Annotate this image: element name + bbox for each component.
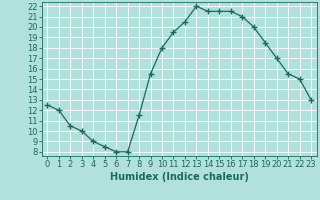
X-axis label: Humidex (Indice chaleur): Humidex (Indice chaleur) xyxy=(110,172,249,182)
